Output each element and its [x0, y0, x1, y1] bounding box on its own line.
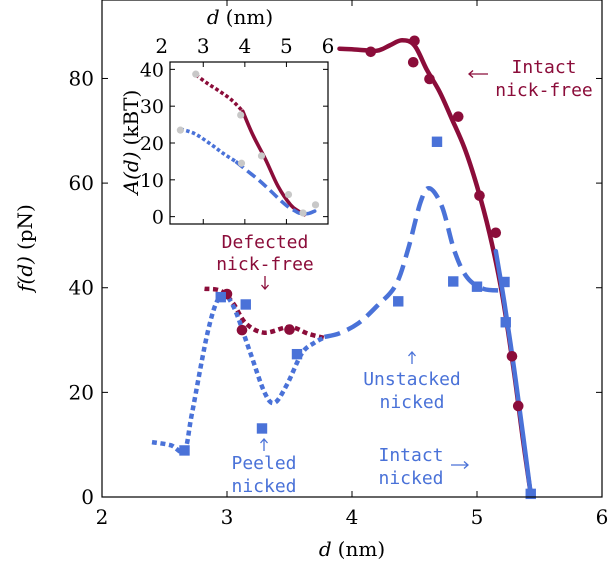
annotation-intact-nick-free: Intact nick-free [468, 57, 593, 101]
annotation-text: Peeled [231, 453, 296, 474]
data-point-intact-nicked [499, 276, 510, 288]
main-x-label-unit: (nm) [338, 537, 385, 561]
annotation-arrowhead [408, 351, 416, 357]
series-line-defected-nick-free [204, 286, 326, 341]
data-point-unstacked-nicked [393, 296, 404, 307]
annotation-peeled-nicked: Peeled nicked [231, 438, 297, 497]
inset-series-layer [176, 70, 320, 217]
inset-x-tick-label: 2 [155, 34, 168, 58]
inset-data-point [284, 190, 293, 199]
annotation-text: nick-free [495, 80, 593, 101]
data-point-peeled-nicked [256, 423, 268, 434]
data-point-defected-nick-free [284, 324, 295, 335]
annotation-text: nick-free [216, 254, 314, 275]
data-point-intact-nick-free [512, 400, 524, 412]
series-line-intact-nick-free [337, 38, 534, 497]
inset-data-point [192, 70, 200, 78]
inset-y-label-unit: (kBT) [119, 90, 143, 146]
inset-x-tick-label: 3 [197, 34, 210, 58]
x-tick-label: 3 [221, 505, 234, 529]
data-point-defected-nick-free [236, 324, 248, 336]
data-point-intact-nick-free [474, 190, 485, 201]
inset-series-line-0 [194, 73, 245, 113]
annotation-unstacked-nicked: Unstacked nicked [363, 351, 461, 413]
annotation-intact-nicked: Intact nicked [378, 445, 469, 489]
x-tick-label: 2 [96, 505, 109, 529]
inset-y-tick-label: 0 [152, 207, 164, 229]
data-point-peeled-nicked [215, 291, 226, 303]
main-x-axis-label: d (nm) [319, 537, 385, 561]
y-tick-label: 80 [69, 66, 94, 90]
inset-x-label-symbol: d [207, 5, 220, 29]
annotation-arrowhead [468, 70, 474, 78]
inset-y-tick-label: 10 [140, 170, 164, 192]
annotation-arrowhead [260, 438, 268, 444]
data-point-intact-nicked [500, 317, 511, 328]
inset-axis-ticks: 2 3 4 5 6 0 10 20 30 40 [140, 34, 335, 229]
inset-series-line-3 [234, 159, 296, 213]
data-point-peeled-nicked [291, 348, 303, 360]
data-point-unstacked-nicked [431, 136, 443, 147]
data-point-intact-nick-free [490, 227, 502, 239]
inset-chart: 2 3 4 5 6 0 10 20 30 40 d (nm) A(d) (kBT) [119, 5, 334, 229]
inset-x-label-unit: (nm) [226, 5, 273, 29]
inset-data-point [237, 159, 246, 167]
main-markers-layer [179, 35, 536, 500]
data-point-intact-nick-free [506, 350, 518, 362]
data-point-intact-nick-free [409, 35, 420, 47]
annotation-text: nicked [379, 392, 444, 413]
inset-data-point [311, 201, 320, 209]
inset-background [170, 62, 328, 224]
data-point-intact-nick-free [424, 73, 435, 85]
inset-y-tick-label: 20 [140, 133, 164, 155]
annotation-arrowhead [463, 461, 469, 469]
data-point-peeled-nicked [179, 445, 190, 456]
main-y-label-unit: (pN) [13, 204, 37, 250]
main-y-axis-label: f(d) (pN) [13, 204, 37, 294]
series-line-unstacked-nicked [323, 185, 503, 340]
inset-x-tick-label: 6 [322, 34, 335, 58]
inset-x-tick-label: 4 [238, 34, 251, 58]
series-line-peeled-nicked [151, 292, 326, 455]
y-tick-label: 60 [69, 171, 94, 195]
inset-y-tick-label: 30 [140, 96, 164, 118]
data-point-unstacked-nicked [471, 281, 483, 292]
annotation-text: Unstacked [363, 369, 461, 390]
x-tick-label: 6 [596, 505, 608, 529]
inset-y-label-symbol: A(d) [119, 151, 143, 196]
data-point-intact-nick-free [407, 56, 419, 68]
data-point-intact-nick-free [452, 111, 464, 122]
inset-y-axis-label: A(d) (kBT) [119, 90, 143, 197]
main-x-label-symbol: d [319, 537, 332, 561]
data-point-peeled-nicked [240, 299, 251, 310]
inset-data-point [299, 209, 307, 217]
annotation-text: nicked [378, 468, 443, 489]
annotation-text: Intact [511, 57, 576, 78]
y-tick-label: 20 [69, 380, 94, 404]
data-point-intact-nicked [525, 488, 536, 500]
annotation-text: nicked [231, 476, 296, 497]
annotation-arrowhead [261, 284, 269, 290]
inset-y-tick-label: 40 [140, 59, 164, 81]
x-tick-label: 4 [346, 505, 359, 529]
inset-x-axis-label: d (nm) [207, 5, 273, 29]
y-tick-label: 40 [69, 276, 94, 300]
x-tick-label: 5 [471, 505, 484, 529]
annotation-text: Defected [222, 232, 309, 253]
inset-x-tick-label: 5 [280, 34, 293, 58]
inset-data-point [257, 152, 266, 160]
y-tick-label: 0 [81, 485, 94, 509]
data-point-intact-nick-free [365, 46, 377, 58]
inset-data-point [176, 126, 184, 134]
annotation-text: Intact [378, 445, 443, 466]
data-point-unstacked-nicked [448, 276, 459, 287]
main-y-label-symbol: f(d) [13, 256, 37, 294]
annotation-defected-nick-free: Defected nick-free [216, 232, 314, 290]
inset-data-point [237, 111, 245, 119]
inset-series-line-2 [179, 127, 237, 163]
series-line-intact-nicked [493, 248, 534, 497]
